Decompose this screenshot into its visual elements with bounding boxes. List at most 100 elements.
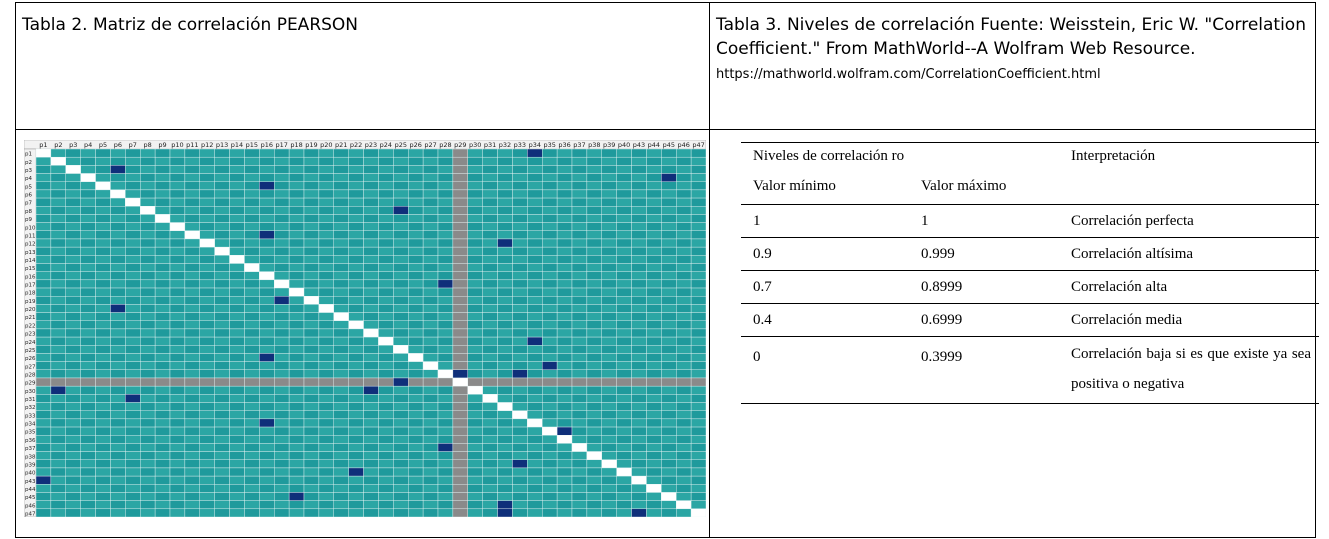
matrix-cell bbox=[631, 336, 647, 346]
matrix-cell bbox=[482, 181, 498, 191]
matrix-cell bbox=[363, 165, 379, 174]
matrix-cell bbox=[35, 467, 52, 477]
matrix-cell bbox=[184, 377, 200, 387]
matrix-cell bbox=[229, 426, 245, 436]
matrix-cell bbox=[140, 148, 156, 158]
matrix-cell bbox=[676, 173, 692, 182]
matrix-cell bbox=[154, 279, 171, 289]
matrix-cell bbox=[110, 336, 126, 346]
matrix-cell bbox=[631, 353, 647, 362]
matrix-cell bbox=[646, 312, 662, 321]
matrix-cell bbox=[422, 238, 439, 248]
matrix-cell bbox=[184, 394, 200, 403]
matrix-cell bbox=[259, 475, 275, 485]
matrix-cell bbox=[65, 443, 81, 452]
matrix-cell bbox=[661, 353, 677, 362]
matrix-cell bbox=[497, 156, 513, 166]
level-row: 0 0.3999 Correlación baja si es que exis… bbox=[741, 336, 1319, 404]
matrix-column-label: p15 bbox=[246, 141, 258, 149]
matrix-cell bbox=[214, 320, 230, 330]
matrix-cell bbox=[259, 246, 275, 256]
matrix-cell bbox=[378, 312, 394, 321]
matrix-cell bbox=[512, 304, 528, 313]
matrix-cell bbox=[408, 484, 424, 493]
matrix-cell bbox=[676, 377, 692, 387]
matrix-cell bbox=[303, 263, 320, 272]
matrix-cell bbox=[542, 492, 558, 501]
matrix-cell bbox=[616, 295, 632, 305]
matrix-cell bbox=[616, 148, 632, 158]
matrix-cell bbox=[125, 443, 141, 452]
matrix-cell bbox=[482, 263, 498, 272]
matrix-cell bbox=[542, 385, 558, 395]
matrix-cell bbox=[646, 156, 662, 166]
matrix-cell bbox=[140, 508, 156, 517]
matrix-cell bbox=[259, 320, 275, 330]
matrix-cell bbox=[154, 435, 171, 444]
matrix-cell bbox=[199, 369, 215, 379]
matrix-cell bbox=[422, 246, 439, 256]
matrix-cell bbox=[497, 467, 513, 477]
matrix-cell bbox=[259, 377, 275, 387]
matrix-cell bbox=[676, 206, 692, 215]
matrix-cell bbox=[661, 287, 677, 297]
matrix-cell bbox=[125, 304, 141, 313]
matrix-cell bbox=[288, 328, 305, 338]
matrix-cell bbox=[80, 402, 96, 411]
matrix-cell bbox=[214, 328, 230, 338]
matrix-cell bbox=[110, 492, 126, 501]
matrix-cell bbox=[259, 467, 275, 477]
matrix-cell bbox=[422, 385, 439, 395]
matrix-cell bbox=[259, 451, 275, 460]
matrix-cell bbox=[259, 238, 275, 248]
matrix-cell bbox=[646, 165, 662, 174]
matrix-cell bbox=[408, 271, 424, 281]
matrix-cell bbox=[378, 173, 394, 182]
matrix-cell bbox=[50, 459, 66, 469]
matrix-cell bbox=[437, 361, 454, 371]
matrix-cell bbox=[333, 500, 349, 510]
matrix-cell bbox=[556, 206, 573, 215]
matrix-cell bbox=[556, 484, 573, 493]
matrix-cell bbox=[199, 320, 215, 330]
matrix-cell bbox=[140, 451, 156, 460]
matrix-cell bbox=[676, 279, 692, 289]
matrix-cell bbox=[422, 156, 439, 166]
matrix-cell bbox=[437, 222, 454, 231]
matrix-cell bbox=[333, 156, 349, 166]
matrix-cell bbox=[259, 361, 275, 371]
matrix-cell bbox=[408, 345, 424, 354]
matrix-cell bbox=[571, 426, 588, 436]
matrix-cell bbox=[452, 418, 468, 428]
matrix-cell bbox=[348, 345, 364, 354]
matrix-cell bbox=[80, 148, 96, 158]
matrix-cell bbox=[65, 394, 81, 403]
matrix-cell bbox=[661, 246, 677, 256]
matrix-cell bbox=[646, 402, 662, 411]
matrix-cell bbox=[497, 385, 513, 395]
matrix-cell bbox=[274, 369, 290, 379]
matrix-cell bbox=[140, 230, 156, 240]
matrix-cell bbox=[318, 508, 334, 517]
matrix-cell bbox=[110, 345, 126, 354]
matrix-cell bbox=[244, 255, 260, 264]
matrix-cell bbox=[393, 255, 409, 264]
matrix-cell bbox=[393, 222, 409, 231]
matrix-cell bbox=[690, 148, 706, 158]
matrix-cell bbox=[497, 500, 513, 510]
matrix-cell bbox=[199, 197, 215, 207]
matrix-cell bbox=[452, 230, 468, 240]
matrix-cell bbox=[65, 492, 81, 501]
matrix-row-label: p20 bbox=[25, 307, 36, 313]
matrix-cell bbox=[274, 173, 290, 182]
matrix-cell bbox=[35, 181, 52, 191]
matrix-cell bbox=[467, 197, 483, 207]
matrix-cell bbox=[467, 402, 483, 411]
matrix-cell bbox=[542, 500, 558, 510]
matrix-cell bbox=[586, 508, 602, 517]
matrix-cell bbox=[393, 304, 409, 313]
matrix-cell bbox=[393, 418, 409, 428]
matrix-cell bbox=[80, 492, 96, 501]
matrix-cell bbox=[527, 435, 543, 444]
matrix-cell bbox=[50, 336, 66, 346]
